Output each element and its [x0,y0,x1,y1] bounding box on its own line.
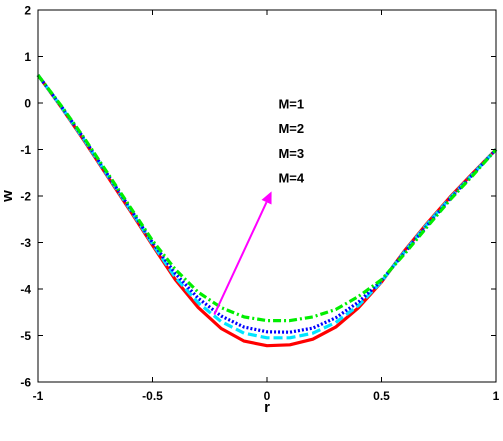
x-tick-label: -1 [33,389,44,403]
y-tick-label: 2 [24,4,31,18]
y-tick-label: -5 [20,329,31,343]
x-axis-ticks: -1 -0.5 0 0.5 1 [33,10,500,403]
y-tick-label: -3 [20,236,31,250]
arrow-head [261,191,272,205]
x-tick-label: 1 [493,389,500,403]
x-tick-label: -0.5 [142,389,163,403]
y-tick-label: -2 [20,190,31,204]
y-tick-label: 1 [24,50,31,64]
annotation-label-4: M=4 [278,171,304,186]
annotation-layer: M=1 M=2 M=3 M=4 [278,97,304,186]
annotation-label-2: M=2 [278,121,304,136]
series-layer [36,74,498,348]
y-axis-ticks: 2 1 0 -1 -2 -3 -4 -5 -6 [20,4,496,390]
y-tick-label: -4 [20,283,31,297]
x-tick-label: 0 [264,389,271,403]
y-tick-label: 0 [24,97,31,111]
annotation-label-1: M=1 [278,97,304,112]
x-axis-label: r [264,399,270,416]
x-tick-label: 0.5 [373,389,390,403]
annotation-label-3: M=3 [278,146,304,161]
arrow-layer [213,191,272,315]
arrow-shaft [213,201,268,315]
y-tick-label: -6 [20,376,31,390]
series-line-4 [36,74,498,323]
y-tick-label: -1 [20,143,31,157]
y-axis-label: w [0,190,16,203]
